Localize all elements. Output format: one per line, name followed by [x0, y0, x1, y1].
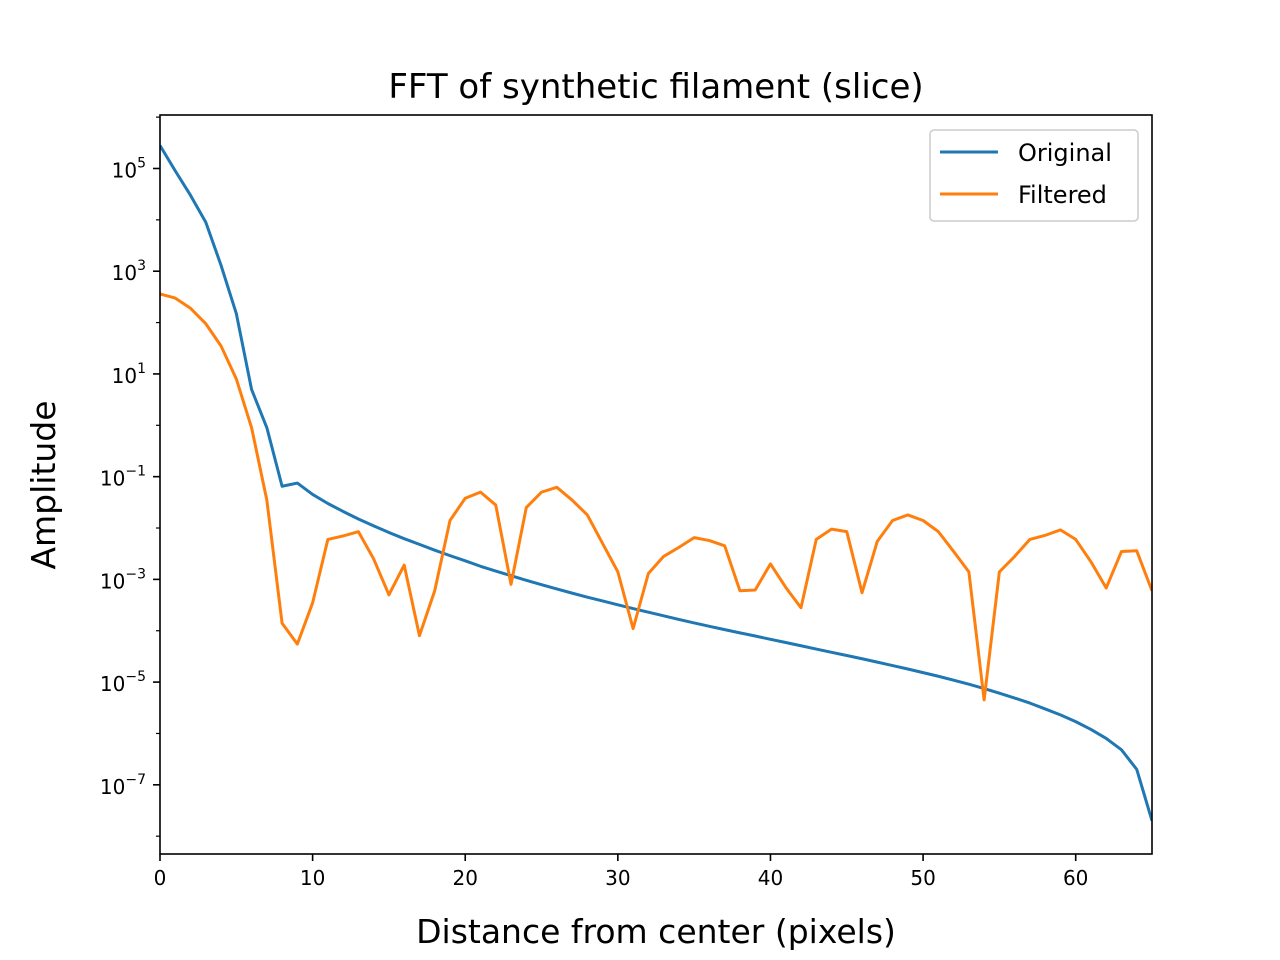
series-line-filtered	[160, 292, 1152, 702]
y-tick-label: 10−3	[100, 566, 146, 593]
chart-title: FFT of synthetic filament (slice)	[388, 67, 923, 107]
x-tick-label: 40	[758, 866, 783, 890]
legend: Original Filtered	[929, 129, 1139, 222]
x-tick-label: 60	[1063, 866, 1088, 890]
plot-frame	[159, 114, 1153, 855]
x-tick-label: 0	[154, 866, 167, 890]
x-tick-label: 50	[910, 866, 935, 890]
series-layer	[160, 144, 1152, 822]
y-tick-label: 103	[112, 258, 146, 285]
x-tick-label: 20	[453, 866, 478, 890]
x-axis: 0 10 20 30 40 50 60	[154, 854, 1088, 890]
y-tick-label: 101	[112, 361, 146, 388]
x-tick-label: 30	[605, 866, 630, 890]
legend-label-original: Original	[1018, 139, 1112, 167]
x-tick-label: 10	[300, 866, 325, 890]
legend-label-filtered: Filtered	[1018, 181, 1107, 209]
y-axis: 105 103 101 10−1 10−3 10−5 10−7	[100, 116, 160, 837]
y-tick-label: 105	[112, 155, 146, 182]
y-tick-label: 10−7	[100, 772, 146, 799]
y-tick-label: 10−5	[100, 669, 146, 696]
x-axis-label: Distance from center (pixels)	[416, 912, 896, 951]
y-tick-label: 10−1	[100, 464, 146, 491]
y-axis-label: Amplitude	[24, 400, 63, 569]
